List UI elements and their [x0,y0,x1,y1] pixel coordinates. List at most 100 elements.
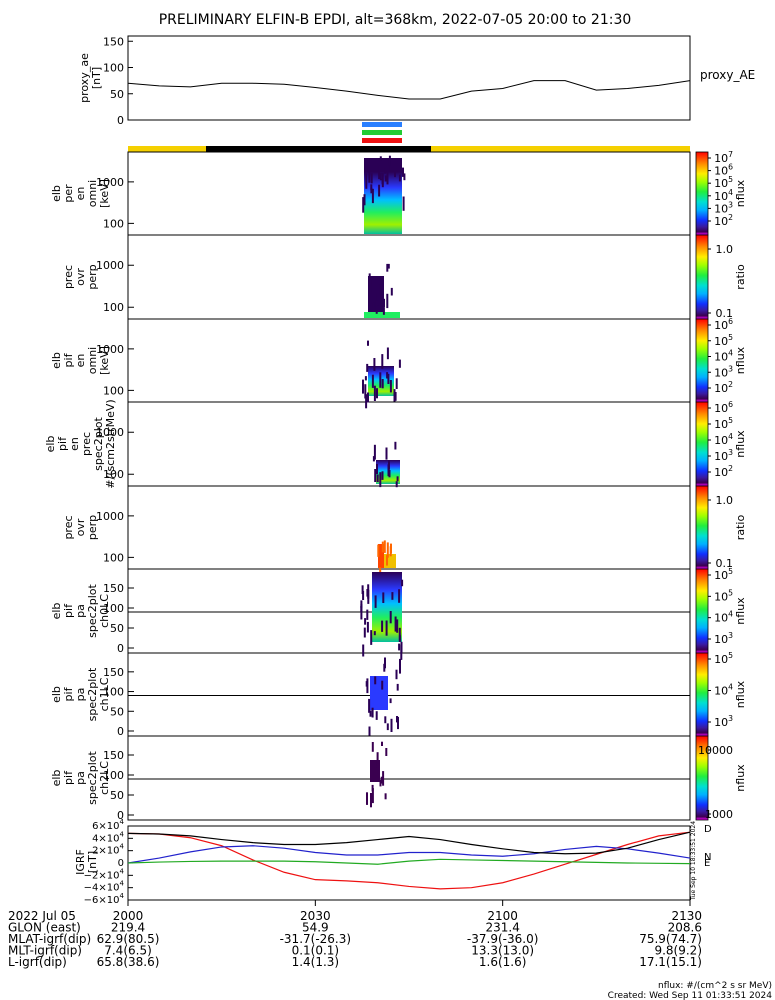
data-streak [371,707,374,718]
data-streak [374,595,377,608]
panel-ylabel: prec [80,432,93,456]
panel-ytick-label: 100 [103,769,124,782]
data-streak [401,579,404,587]
data-streak [370,187,373,194]
xaxis-row-value: 17.1(15.1) [639,955,702,969]
data-streak [373,385,376,401]
data-streak [373,444,376,460]
panel-frame [127,652,691,737]
proxy-ae-panel: 150 100 50 0 proxy_ae [nT] proxy_AE [78,35,755,127]
colorbar-tick-label: 105 [714,333,733,348]
data-streak [384,657,386,669]
data-streak [389,380,392,393]
data-streak [366,363,369,372]
panel-ylabel: spec2plot [86,584,99,638]
data-streak [393,389,396,402]
science-zone-green [362,130,402,135]
data-streak [398,589,401,603]
data-streak [394,441,397,450]
colorbar-tick-label: 104 [714,683,733,698]
panel-ylabel: prec [62,515,75,539]
data-streak [395,481,398,488]
spectrogram-p4: 1000 100 elb pif en prec spec2plot #/(scm2strMe… [44,399,747,488]
data-streak [377,544,380,557]
data-streak [365,681,368,687]
data-streak [386,171,389,185]
data-streak [398,627,401,642]
data-streak [381,541,384,553]
science-zone-blue [362,122,402,127]
panel-frame [127,234,691,320]
igrf-ytick-label: −2×104 [84,867,125,881]
data-streak [387,373,390,384]
data-streak [398,174,401,182]
spec-p1-top [364,158,402,172]
colorbar-tick-label: 1000 [705,808,733,821]
igrf-legend-N: N [704,852,711,863]
data-streak [396,716,398,723]
igrf-ytick-label: 6×104 [92,818,124,832]
data-streak [382,307,385,315]
xaxis-row-label: 2022 Jul 05 [8,909,76,923]
colorbar-label: nflux [734,597,747,625]
status-bar [128,122,690,152]
colorbar-p8: 10000 1000 nflux [695,735,747,821]
xaxis-row-value: -37.9(-36.0) [467,932,538,946]
data-streak [371,784,374,792]
data-streak [372,456,375,462]
data-streak [394,616,397,632]
data-streak [374,469,377,482]
xaxis-row-value: 75.9(74.7) [639,932,702,946]
spectrogram-p2: 1000 100 prec ovr perp 1.0 0.1 ratio [62,234,747,320]
panel-ylabel: spec2plot [92,417,105,471]
panel-ytick-label: 1000 [96,510,124,523]
data-streak [402,167,404,177]
data-streak [366,609,369,620]
panel-ylabel: elb [50,352,63,369]
ae-line [127,80,691,100]
data-streak [376,767,379,777]
panel-ylabel: pif [62,352,75,367]
colorbar-tick-label: 103 [714,364,733,379]
data-streak [382,592,385,603]
colorbar-gradient [696,486,708,569]
colorbar-tick-label: 0.1 [716,557,734,570]
data-streak [362,197,365,213]
panel-ytick-label: 1000 [96,426,124,439]
xaxis-row-value: 0.1(0.1) [292,944,340,958]
panel-ylabel: pa [74,688,87,702]
data-streak [381,173,384,188]
ae-ylabel: proxy_ae [78,53,91,103]
igrf-line-black [127,831,691,855]
spec-p8-main [370,760,380,782]
xaxis-row-value: 231.4 [485,921,519,935]
data-streak [362,644,365,657]
panel-ylabel: spec2plot [86,667,99,721]
igrf-ytick-label: −4×104 [84,880,125,894]
data-streak [395,378,398,389]
xaxis-row-value: 2030 [300,909,331,923]
colorbar-label: nflux [734,346,747,374]
colorbar-tick-label: 104 [714,349,733,364]
panel-ytick-label: 100 [103,384,124,397]
data-streak [362,379,364,394]
data-streak [389,165,392,172]
xaxis-row-value: 2100 [487,909,518,923]
data-streak [364,384,367,399]
colorbar-label: nflux [734,764,747,792]
panel-ytick-label: 100 [103,686,124,699]
colorbar-tick-label: 10000 [698,744,733,757]
panel-ylabel: elb [50,770,63,787]
data-streak [362,590,365,600]
panel-ylabel: #/(scm2strMeV) [104,399,117,488]
igrf-ytick-label: 4×104 [92,830,124,844]
data-streak [378,184,381,197]
colorbar-tick-label: 1.0 [716,494,734,507]
ae-ylabel-unit: [nT] [90,67,103,89]
igrf-ytick-label: −6×104 [84,892,125,906]
colorbar-p2: 1.0 0.1 ratio [695,234,747,320]
colorbar-tick-label: 106 [714,317,733,332]
colorbar-tick-label: 105 [714,567,733,582]
